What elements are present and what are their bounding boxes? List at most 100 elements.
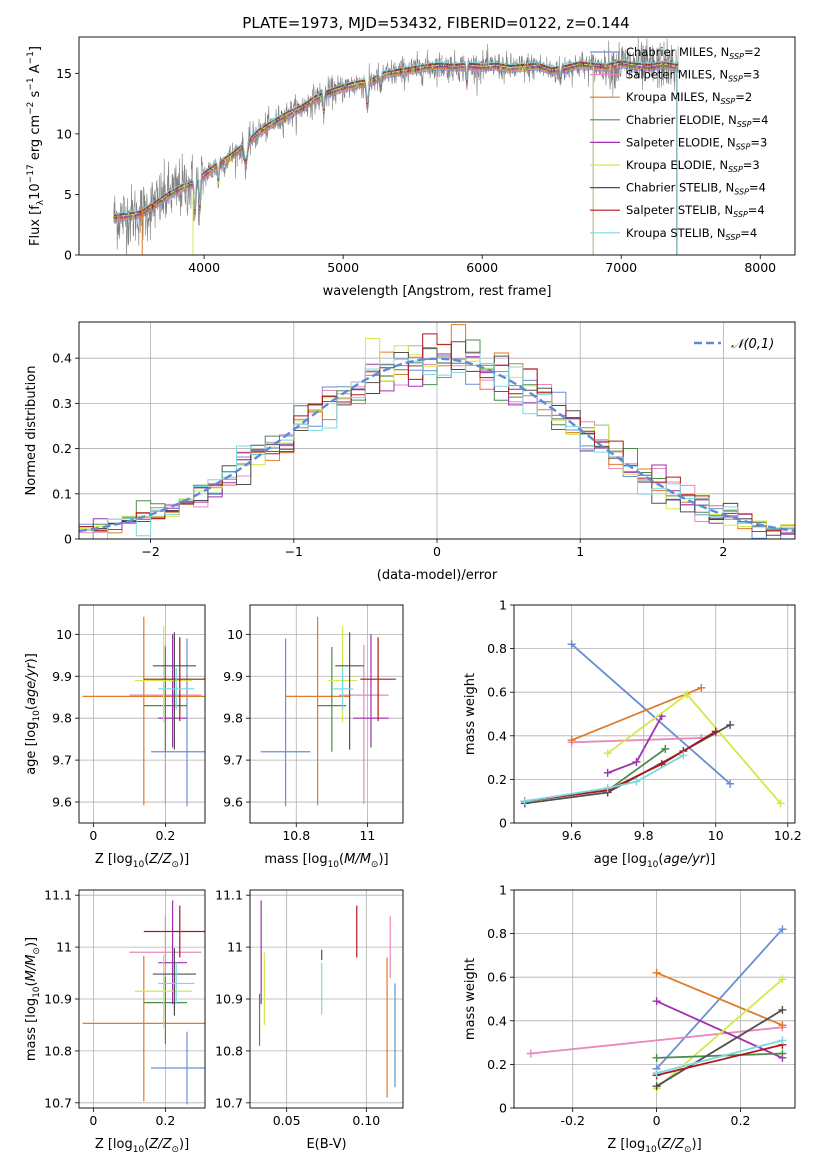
y-tick-label: 0.2 (487, 1057, 507, 1072)
weight-line (656, 978, 783, 1090)
weight-marker (520, 797, 529, 806)
y-tick-label: 0 (499, 1101, 507, 1116)
weight-marker (661, 744, 670, 753)
y-tick-label: 11 (56, 940, 72, 955)
y-tick-label: 15 (56, 66, 72, 81)
x-axis-label: (data-model)/error (377, 568, 498, 583)
weight-marker (632, 757, 641, 766)
axis-label: Z [log10(Z/Z⊙)] (95, 852, 189, 870)
axes-residuals: −2 −1 0 1 2 0 0.1 0.2 0.3 0.4 (52, 322, 795, 559)
axes-weight_vs_Z: -0.2 0 0.2 0 0.2 0.4 0.6 0.8 1 (487, 883, 795, 1128)
x-tick-label: 0.2 (155, 1113, 175, 1128)
axes-weight_vs_age: 9.6 9.8 10 10.2 0 0.2 0.4 0.6 0.8 1 (487, 598, 802, 844)
errorbars-mass_vs_Z (82, 900, 205, 1105)
axis-label: Z [log10(Z/Z⊙)] (607, 1137, 701, 1155)
weight-line (656, 971, 783, 1027)
y-tick-label: 0.4 (52, 351, 72, 366)
weight-line (571, 643, 731, 785)
legend-label: Kroupa ELODIE, NSSP=3 (626, 158, 760, 174)
weight-line (571, 686, 702, 742)
x-tick-label: -0.2 (561, 1113, 585, 1128)
weight-line (656, 1052, 783, 1059)
weight-marker (652, 1082, 661, 1091)
figure-title: PLATE=1973, MJD=53432, FIBERID=0122, z=0… (242, 14, 629, 32)
y-tick-label: 0.8 (487, 926, 507, 941)
errorbars-mass_vs_ebv (258, 900, 396, 1098)
x-tick-label: 11 (359, 828, 375, 843)
y-tick-label: 10.9 (215, 992, 243, 1007)
histogram-step (79, 339, 795, 539)
y-tick-label: 0.1 (52, 486, 72, 501)
y-tick-label: 9.7 (52, 753, 72, 768)
weight-line (656, 1043, 783, 1077)
weight-marker (778, 925, 787, 934)
weight-marker (526, 1049, 535, 1058)
y-tick-label: 10.9 (44, 992, 72, 1007)
x-tick-label: 10 (708, 828, 724, 843)
x-tick-label: 5000 (327, 260, 359, 275)
y-axis-label: mass weight (463, 673, 478, 755)
y-tick-label: 10.7 (215, 1095, 243, 1110)
weight-lines-weight_vs_Z (526, 925, 787, 1093)
weight-marker (567, 640, 576, 649)
x-tick-label: 10.8 (282, 828, 310, 843)
axes-frame (249, 889, 404, 1109)
weight-line (607, 715, 663, 774)
weight-marker (682, 690, 691, 699)
weight-marker (652, 997, 661, 1006)
y-axis-label: mass weight (463, 958, 478, 1040)
x-tick-label: 9.8 (634, 828, 654, 843)
y-tick-label: 9.6 (223, 795, 243, 810)
legend-label: Salpeter ELODIE, NSSP=3 (626, 135, 767, 151)
x-tick-label: 8000 (744, 260, 776, 275)
weight-marker (603, 768, 612, 777)
weight-line (656, 1039, 783, 1074)
y-tick-label: 0.6 (487, 970, 507, 985)
axes-frame (513, 604, 796, 824)
y-tick-label: 1 (499, 883, 507, 898)
y-tick-label: 0.4 (487, 1013, 507, 1028)
y-tick-label: 9.8 (52, 711, 72, 726)
histogram-step (79, 353, 795, 539)
y-tick-label: 0 (499, 816, 507, 831)
x-tick-label: 0.10 (352, 1113, 380, 1128)
y-tick-label: 0 (64, 248, 72, 263)
axes-age_vs_mass: 10.8 11 9.6 9.7 9.8 9.9 10 (223, 605, 403, 843)
weight-marker (697, 683, 706, 692)
x-tick-label: 0 (89, 828, 97, 843)
errorbars-age_vs_Z (82, 616, 205, 807)
y-tick-label: 9.6 (52, 795, 72, 810)
weight-line (607, 693, 782, 804)
residual-histograms (79, 324, 795, 539)
weight-lines-weight_vs_age (520, 640, 785, 808)
x-tick-label: 1 (576, 544, 584, 559)
axes-frame (78, 889, 206, 1109)
y-tick-label: 9.9 (52, 669, 72, 684)
spectrum-model-line (113, 57, 679, 216)
x-tick-label: 0.05 (273, 1113, 301, 1128)
axis-label: Z [log10(Z/Z⊙)] (95, 1137, 189, 1155)
y-tick-label: 1 (499, 598, 507, 613)
weight-marker (652, 968, 661, 977)
x-tick-label: 0 (433, 544, 441, 559)
y-tick-label: 10.8 (215, 1043, 243, 1058)
y-tick-label: 10 (56, 126, 72, 141)
weight-marker (679, 751, 688, 760)
weight-marker (778, 1049, 787, 1058)
y-axis-label: Normed distribution (24, 366, 39, 496)
weight-line (656, 1009, 783, 1087)
x-tick-label: 6000 (466, 260, 498, 275)
y-tick-label: 11 (227, 940, 243, 955)
y-tick-label: 0.4 (487, 728, 507, 743)
weight-marker (652, 1069, 661, 1078)
weight-marker (603, 784, 612, 793)
y-tick-label: 0.2 (52, 441, 72, 456)
weight-marker (603, 749, 612, 758)
spectrum-model-line (113, 59, 679, 218)
x-tick-label: 9.6 (562, 828, 582, 843)
x-tick-label: 0 (89, 1113, 97, 1128)
legend-label: Kroupa MILES, NSSP=2 (626, 90, 752, 106)
weight-line (524, 730, 717, 803)
axes-mass_vs_ebv: 0.05 0.10 10.7 10.8 10.9 11 11.1 (215, 888, 403, 1128)
